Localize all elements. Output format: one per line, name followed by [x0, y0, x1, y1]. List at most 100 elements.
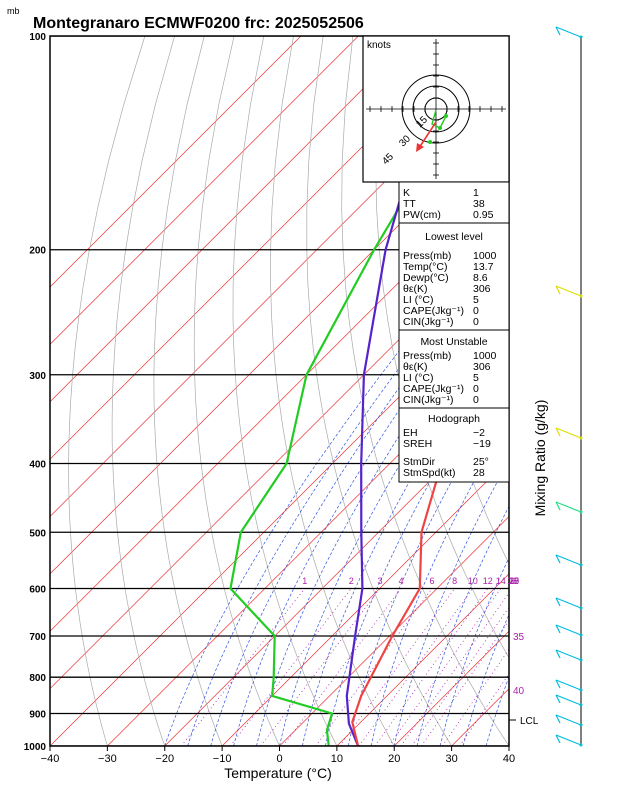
isotherm-line: [336, 573, 509, 746]
wind-barb: [555, 734, 582, 746]
wind-barb-flag: [555, 679, 561, 689]
profiles: [229, 36, 509, 746]
lowest-level-header: Lowest level: [425, 231, 483, 243]
wind-barb-station: [579, 633, 583, 637]
hodo-value: 28: [473, 467, 485, 479]
lowest-label: Press(mb): [403, 250, 451, 262]
index-label-k: K: [403, 187, 410, 199]
mu-label: Press(mb): [403, 350, 451, 362]
index-value-pw: 0.95: [473, 209, 494, 221]
lowest-label: CAPE(Jkg⁻¹): [403, 305, 464, 317]
wind-barb-station: [579, 35, 583, 39]
temperature-tick-label: −20: [155, 753, 174, 765]
wind-barb-column: [555, 26, 583, 747]
isotherm-line: [50, 229, 509, 690]
lowest-label: Dewp(°C): [403, 272, 449, 284]
wind-barb: [555, 597, 582, 609]
mixing-ratio-label: 8: [452, 576, 457, 586]
hodo-label: StmSpd(kt): [403, 467, 456, 479]
lowest-value: 0: [473, 305, 479, 317]
temperature-tick-label: −40: [41, 753, 60, 765]
wind-barb: [555, 714, 582, 726]
mixing-ratio-line: [339, 588, 455, 746]
mixing-ratio-label: 2: [349, 576, 354, 586]
hodo-value: 25°: [473, 456, 489, 468]
dry-adiabat-line: [193, 36, 280, 746]
pressure-tick-label: 400: [29, 459, 46, 470]
pressure-tick-label: 700: [29, 632, 46, 643]
moist-adiabat-line: [485, 675, 509, 746]
wind-barb: [555, 501, 582, 513]
mixing-ratio-line: [459, 673, 509, 746]
wind-barb: [555, 427, 582, 439]
wind-barb-flag: [555, 597, 561, 607]
temperature-tick-label: 10: [331, 753, 343, 765]
mu-value: 306: [473, 361, 491, 373]
mixing-ratio-line: [374, 588, 489, 746]
wind-barb-station: [579, 294, 583, 298]
wind-barb-flag: [555, 427, 561, 437]
mixing-ratio-line: [315, 588, 433, 746]
lowest-value: 1000: [473, 250, 497, 262]
moist-adiabat-line: [233, 257, 509, 746]
moist-adiabat-line: [164, 249, 481, 746]
isotherm-line: [566, 36, 618, 746]
mixing-ratio-axis-label: Mixing Ratio (g/kg): [532, 400, 548, 517]
indices-table: K 1 TT 38 PW(cm) 0.95 Lowest level Press…: [398, 181, 510, 483]
wind-barb: [555, 26, 582, 38]
wind-barb-station: [579, 563, 583, 567]
isotherm-line: [50, 36, 359, 345]
wind-barb: [555, 624, 582, 636]
thermo-grid: [50, 36, 618, 746]
wind-barb-station: [579, 510, 583, 514]
lowest-value: 306: [473, 283, 491, 295]
wind-barb-flag: [555, 694, 561, 704]
hodograph: knots 15 30 45: [362, 35, 510, 183]
hodograph-trace: [431, 109, 447, 129]
mixing-ratio-line: [260, 588, 381, 746]
lowest-value: 0: [473, 316, 479, 328]
pressure-tick-label: 1000: [24, 742, 47, 753]
hodograph-point: [428, 140, 432, 144]
lowest-label: Temp(°C): [403, 261, 447, 273]
dry-adiabat-line: [68, 36, 146, 746]
wind-barb: [555, 285, 582, 297]
mixing-ratio-line: [400, 592, 509, 746]
wind-barb-flag: [555, 624, 561, 634]
hodograph-point: [438, 126, 442, 130]
wind-barb-station: [579, 743, 583, 747]
dry-adiabat-line: [531, 36, 618, 746]
hodograph-point: [444, 114, 448, 118]
dry-adiabat-line: [561, 36, 618, 746]
hodo-value: −19: [473, 438, 491, 450]
hodo-label: EH: [403, 427, 418, 439]
wind-barb-station: [579, 436, 583, 440]
mixing-ratio-line: [358, 588, 474, 746]
wind-barb-station: [579, 723, 583, 727]
isotherm-line: [221, 458, 509, 746]
mixing-ratio-line: [180, 588, 306, 746]
dry-adiabat-line: [591, 36, 618, 746]
mu-label: LI (°C): [403, 372, 433, 384]
pressure-tick-label: 200: [29, 246, 46, 257]
temperature-tick-label: −30: [98, 753, 117, 765]
wind-barb-station: [579, 688, 583, 692]
lowest-value: 5: [473, 294, 479, 306]
wind-barb-flag: [555, 649, 561, 659]
wind-barb-flag: [555, 554, 561, 564]
dry-adiabat-line: [153, 36, 223, 746]
temperature-tick-label: 30: [446, 753, 458, 765]
mixing-ratio-line: [282, 588, 402, 746]
hodograph-header: Hodograph: [428, 413, 480, 425]
mixing-ratio-label: 16: [507, 576, 517, 586]
storm-motion-arrow: [418, 121, 437, 149]
isotherm-line: [50, 36, 474, 460]
isotherm-line: [50, 171, 509, 632]
index-label-tt: TT: [403, 198, 416, 210]
mu-value: 1000: [473, 350, 497, 362]
isotherm-line: [508, 745, 509, 746]
isotherm-line: [50, 36, 416, 403]
lowest-label: θε(K): [403, 283, 428, 295]
